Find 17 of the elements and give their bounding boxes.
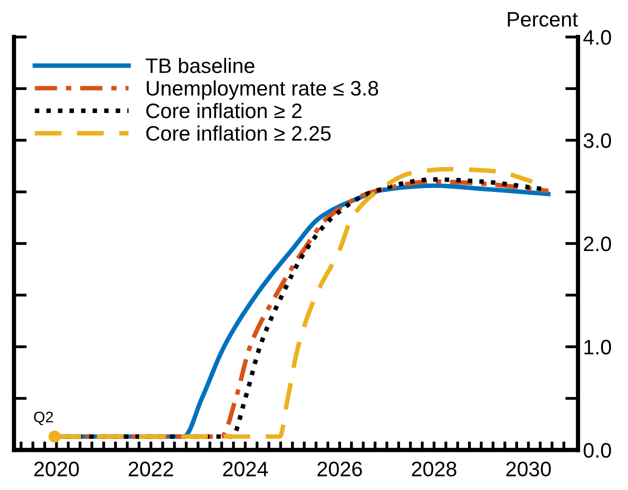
y-tick-label: 4.0 [583,30,612,45]
x-tick-label: 2028 [412,462,456,476]
x-tick-label: 2020 [34,462,79,476]
x-tick-label: 2026 [318,462,362,476]
legend-label: TB baseline [146,58,254,74]
y-axis-title: Percent [508,12,578,27]
x-tick-label: 2022 [128,462,173,476]
x-tick-label: 2030 [506,462,551,476]
legend-label: Core inflation ≥ 2 [146,102,302,118]
y-tick-label: 0.0 [584,443,612,458]
legend-label: Core inflation ≥ 2.25 [146,125,331,141]
x-tick-label: 2024 [223,462,268,476]
legend-label: Unemployment rate ≤ 3.8 [146,80,378,100]
annotation: Q2 [34,412,53,426]
y-tick-label: 2.0 [584,236,612,252]
y-tick-label: 3.0 [584,133,612,148]
y-tick-label: 1.0 [584,340,612,355]
